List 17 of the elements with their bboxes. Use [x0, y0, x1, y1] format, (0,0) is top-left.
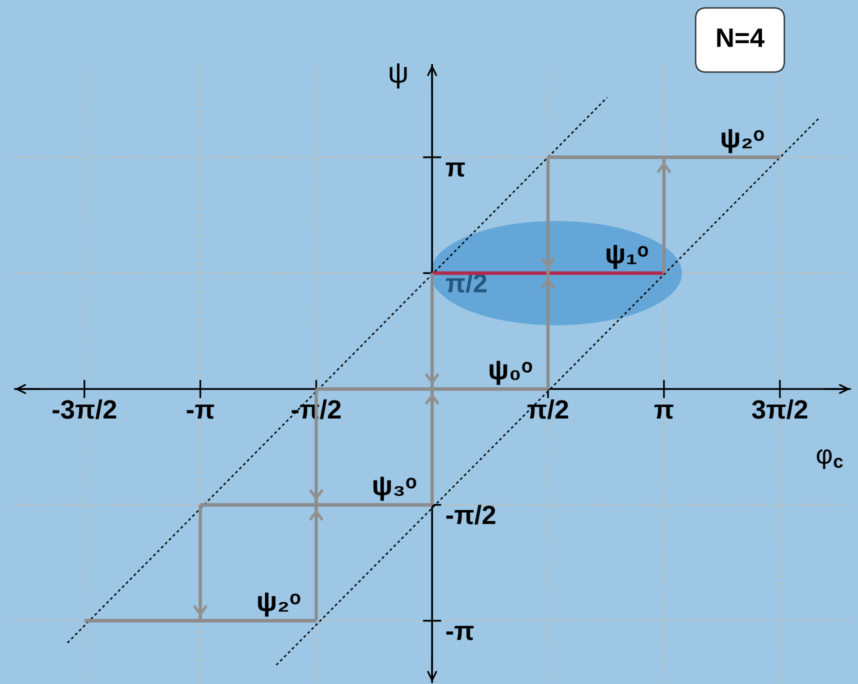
- annotation: ψ₂ᵒ: [258, 592, 300, 617]
- annotation: ψ₃ᵒ: [373, 476, 416, 501]
- x-tick-label: 3π/2: [752, 399, 808, 420]
- x-tick-label: -π: [186, 404, 214, 419]
- y-tick-label: π: [446, 162, 465, 177]
- y-tick-label: -π/2: [446, 504, 496, 525]
- y-tick-label: π/2: [446, 273, 486, 293]
- annotation: ψ₁ᵒ: [606, 245, 648, 269]
- y-axis-title: ψ: [390, 63, 407, 88]
- annotation: ψ₀ᵒ: [490, 360, 532, 385]
- x-tick-label: -3π/2: [52, 399, 116, 420]
- annotation: ψ₂ᵒ: [722, 129, 764, 154]
- text: N=4: [717, 28, 764, 47]
- x-axis-title: φ$_{c}$: [816, 449, 843, 470]
- x-tick-label: π: [654, 404, 674, 419]
- y-tick-label: -π: [446, 626, 474, 640]
- x-tick-label: π/2: [527, 399, 568, 420]
